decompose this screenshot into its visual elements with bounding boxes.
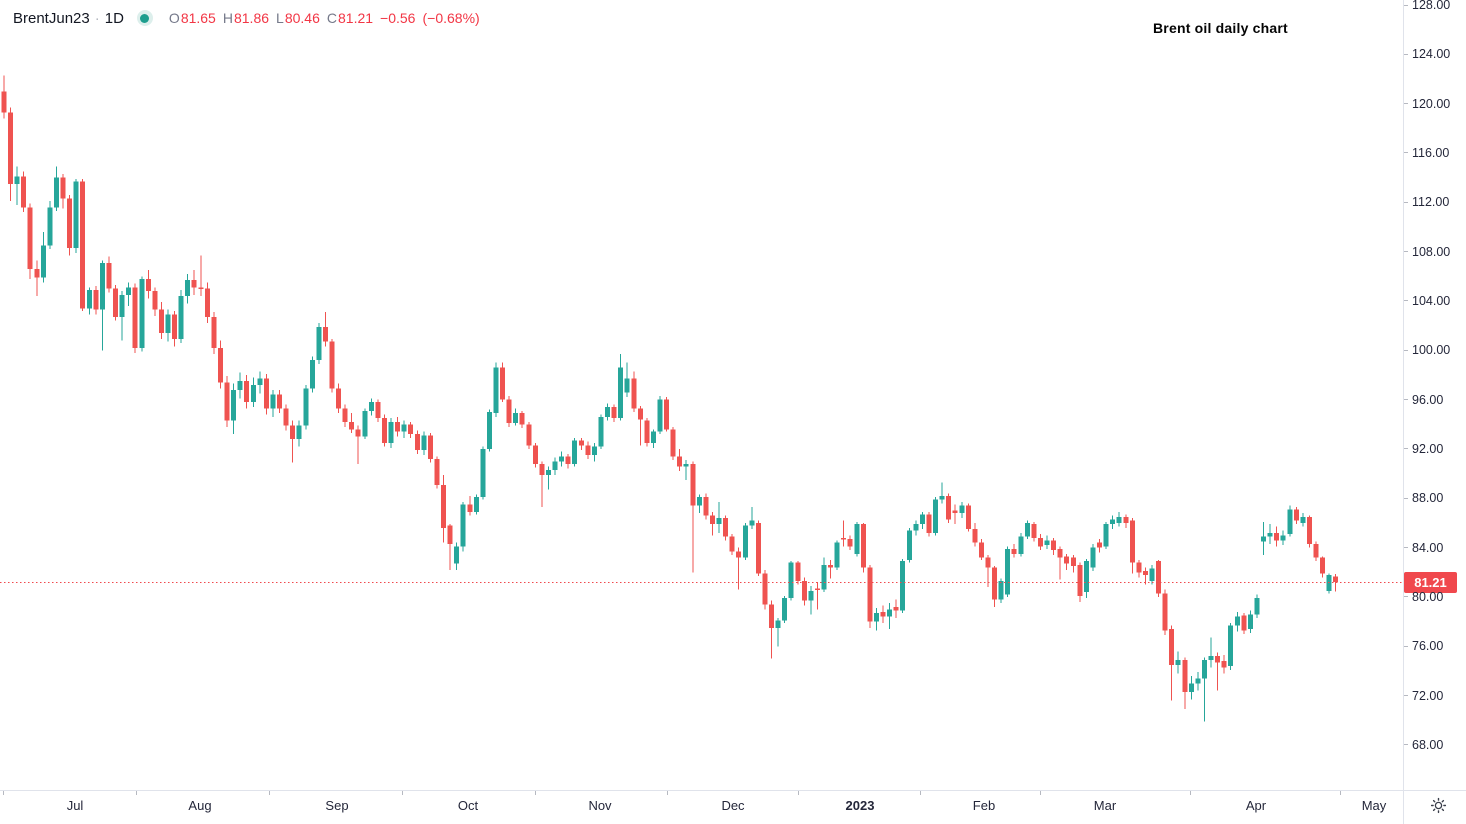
time-axis[interactable]: Jul Aug Sep Oct Nov Dec 2023 Feb Mar Apr May: [0, 791, 1466, 824]
time-tick-label: Dec: [721, 798, 745, 813]
price-tick-mark: [1404, 744, 1408, 746]
price-tick-label: 96.00: [1412, 392, 1444, 407]
price-axis-separator: [1403, 0, 1404, 824]
time-tick-mark: [1190, 791, 1191, 795]
time-tick-mark: [535, 791, 536, 795]
time-tick-label: Nov: [588, 798, 612, 813]
interval-selector[interactable]: 1D: [104, 9, 124, 27]
time-tick-mark: [402, 791, 403, 795]
price-tick-mark: [1404, 4, 1408, 6]
price-tick-mark: [1404, 251, 1408, 253]
low-label: L: [276, 10, 284, 26]
time-tick-label: May: [1361, 798, 1387, 813]
price-tick-mark: [1404, 201, 1408, 203]
ohlc-readout: O 81.65 H 81.86 L 80.46 C 81.21 −0.56 (−0.68…: [169, 10, 480, 26]
time-tick-label: Feb: [972, 798, 996, 813]
price-tick-mark: [1404, 152, 1408, 154]
price-tick-mark: [1404, 596, 1408, 598]
change-value: −0.56: [380, 10, 416, 26]
time-tick-mark: [3, 791, 4, 795]
time-tick-mark: [920, 791, 921, 795]
time-tick-label: Sep: [325, 798, 349, 813]
price-tick-mark: [1404, 399, 1408, 401]
price-tick-label: 104.00: [1412, 293, 1451, 308]
price-tick-mark: [1404, 497, 1408, 499]
time-axis-separator: [0, 790, 1466, 791]
time-tick-mark: [798, 791, 799, 795]
time-axis-settings-icon[interactable]: [1430, 797, 1447, 814]
price-tick-mark: [1404, 695, 1408, 697]
time-tick-mark: [1340, 791, 1341, 795]
price-tick-label: 88.00: [1412, 491, 1444, 506]
price-tick-label: 80.00: [1412, 589, 1444, 604]
price-tick-mark: [1404, 448, 1408, 450]
price-tick-mark: [1404, 547, 1408, 549]
time-tick-label: Oct: [457, 798, 479, 813]
legend-separator: ·: [94, 9, 100, 27]
price-tick-label: 128.00: [1412, 0, 1451, 12]
price-tick-label: 92.00: [1412, 441, 1444, 456]
price-tick-mark: [1404, 300, 1408, 302]
high-label: H: [222, 10, 233, 26]
open-label: O: [168, 10, 180, 26]
price-tick-label: 68.00: [1412, 737, 1444, 752]
price-axis[interactable]: 81.21 128.00 124.00 120.00 116.00 112.00 108.…: [1404, 0, 1466, 790]
time-tick-label: Jul: [66, 798, 84, 813]
time-tick-mark: [136, 791, 137, 795]
price-tick-label: 112.00: [1412, 195, 1450, 210]
time-tick-mark: [269, 791, 270, 795]
time-tick-label: 2023: [845, 798, 875, 813]
open-value: 81.65: [180, 10, 216, 26]
candlestick-plot[interactable]: [0, 0, 1403, 790]
close-value: 81.21: [338, 10, 374, 26]
last-price-label: 81.21: [1404, 571, 1457, 593]
close-label: C: [326, 10, 337, 26]
price-tick-mark: [1404, 103, 1408, 105]
time-tick-label: Apr: [1245, 798, 1267, 813]
time-tick-mark: [667, 791, 668, 795]
time-tick-label: Aug: [188, 798, 212, 813]
price-tick-mark: [1404, 645, 1408, 647]
price-tick-label: 116.00: [1412, 145, 1450, 160]
price-tick-label: 76.00: [1412, 639, 1444, 654]
legend: BrentJun23 · 1D O 81.65 H 81.86 L 80.46 C 81…: [13, 8, 480, 28]
market-status-dot-icon: [136, 10, 153, 26]
price-tick-mark: [1404, 349, 1408, 351]
price-tick-label: 100.00: [1412, 343, 1451, 358]
symbol-name[interactable]: BrentJun23: [13, 9, 90, 27]
high-value: 81.86: [233, 10, 270, 26]
price-tick-mark: [1404, 53, 1408, 55]
time-tick-mark: [1040, 791, 1041, 795]
price-tick-label: 108.00: [1412, 244, 1451, 259]
price-tick-label: 72.00: [1412, 688, 1444, 703]
low-value: 80.46: [284, 10, 320, 26]
price-tick-label: 124.00: [1412, 47, 1451, 62]
price-tick-label: 84.00: [1412, 540, 1444, 555]
chart-annotation: Brent oil daily chart: [1153, 20, 1288, 36]
time-tick-label: Mar: [1093, 798, 1117, 813]
price-tick-label: 120.00: [1412, 96, 1451, 111]
change-percent: (−0.68%): [422, 10, 480, 26]
